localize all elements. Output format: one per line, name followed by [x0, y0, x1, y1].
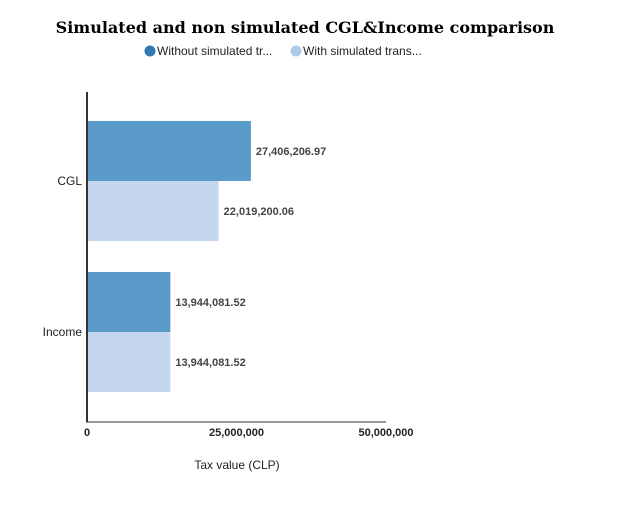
x-tick-label: 25,000,000 — [209, 427, 264, 439]
bar[interactable] — [87, 272, 171, 332]
legend-label[interactable]: With simulated trans... — [303, 44, 422, 58]
bar[interactable] — [87, 181, 219, 241]
legend-marker[interactable] — [290, 45, 302, 57]
data-label: 22,019,200.06 — [224, 206, 294, 218]
data-label: 27,406,206.97 — [256, 146, 326, 158]
data-label: 13,944,081.52 — [175, 357, 245, 369]
category-label: CGL — [57, 174, 82, 188]
x-tick-label: 50,000,000 — [358, 427, 413, 439]
data-label: 13,944,081.52 — [175, 297, 245, 309]
bar[interactable] — [87, 332, 171, 392]
bar[interactable] — [87, 121, 251, 181]
category-label: Income — [43, 325, 83, 339]
x-axis-label: Tax value (CLP) — [194, 458, 279, 472]
legend-label[interactable]: Without simulated tr... — [157, 44, 272, 58]
legend: Without simulated tr... With simulated tr… — [144, 44, 422, 58]
legend-marker[interactable] — [144, 45, 156, 57]
x-tick-label: 0 — [84, 427, 90, 439]
chart-title: Simulated and non simulated CGL&Income c… — [56, 18, 555, 37]
